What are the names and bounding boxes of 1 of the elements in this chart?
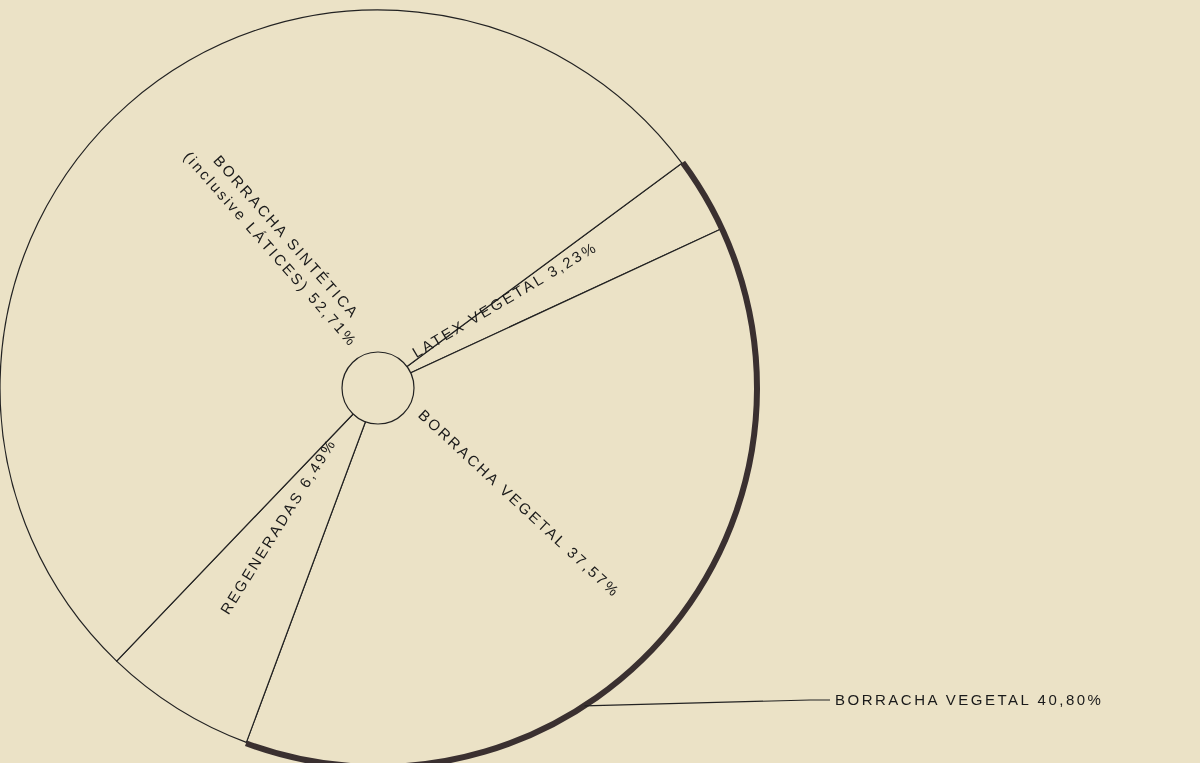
text: BORRACHA VEGETAL 40,80%: [835, 691, 1104, 708]
